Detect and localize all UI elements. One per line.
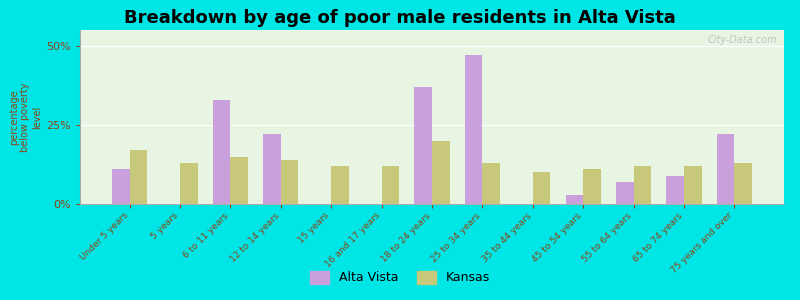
Bar (717, 134, 734, 204)
Bar (616, 182, 634, 204)
Bar (230, 157, 248, 204)
Text: Breakdown by age of poor male residents in Alta Vista: Breakdown by age of poor male residents … (124, 9, 676, 27)
Bar (666, 176, 684, 204)
Bar (634, 166, 651, 204)
Bar (213, 100, 230, 204)
Bar (180, 163, 198, 204)
Bar (465, 55, 482, 204)
Bar (112, 169, 130, 204)
Bar (331, 166, 349, 204)
Bar (382, 166, 399, 204)
Legend: Alta Vista, Kansas: Alta Vista, Kansas (310, 271, 490, 284)
Bar (281, 160, 298, 204)
Bar (566, 194, 583, 204)
Bar (263, 134, 281, 204)
Bar (583, 169, 601, 204)
Bar (432, 141, 450, 204)
Bar (533, 172, 550, 204)
Bar (130, 150, 147, 204)
Bar (482, 163, 500, 204)
Bar (414, 87, 432, 204)
Bar (684, 166, 702, 204)
Y-axis label: percentage
below poverty
level: percentage below poverty level (9, 82, 42, 152)
Text: City-Data.com: City-Data.com (707, 35, 777, 45)
Bar (734, 163, 752, 204)
